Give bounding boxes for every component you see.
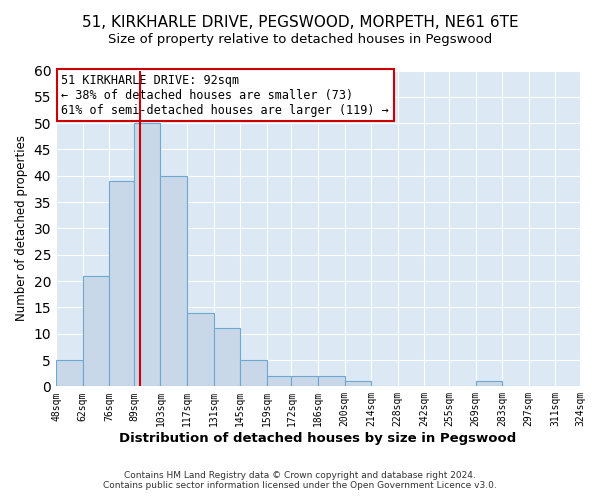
Bar — [56, 360, 83, 386]
Bar — [240, 360, 267, 386]
Text: Contains HM Land Registry data © Crown copyright and database right 2024.
Contai: Contains HM Land Registry data © Crown c… — [103, 470, 497, 490]
Bar — [267, 376, 292, 386]
Bar — [318, 376, 344, 386]
Bar — [292, 376, 318, 386]
Bar — [83, 276, 109, 386]
Text: 51 KIRKHARLE DRIVE: 92sqm
← 38% of detached houses are smaller (73)
61% of semi-: 51 KIRKHARLE DRIVE: 92sqm ← 38% of detac… — [61, 74, 389, 116]
Y-axis label: Number of detached properties: Number of detached properties — [15, 136, 28, 322]
X-axis label: Distribution of detached houses by size in Pegswood: Distribution of detached houses by size … — [119, 432, 517, 445]
Bar — [109, 181, 134, 386]
Text: 51, KIRKHARLE DRIVE, PEGSWOOD, MORPETH, NE61 6TE: 51, KIRKHARLE DRIVE, PEGSWOOD, MORPETH, … — [82, 15, 518, 30]
Bar — [160, 176, 187, 386]
Text: Size of property relative to detached houses in Pegswood: Size of property relative to detached ho… — [108, 32, 492, 46]
Bar — [214, 328, 240, 386]
Bar — [134, 123, 160, 386]
Bar — [476, 381, 502, 386]
Bar — [187, 312, 214, 386]
Bar — [344, 381, 371, 386]
